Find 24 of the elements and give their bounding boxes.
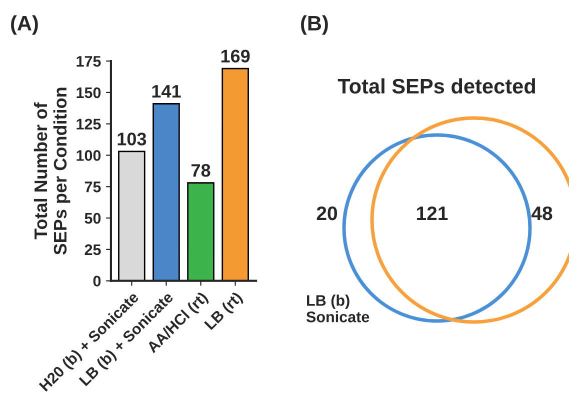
chart-title: (A) bbox=[11, 15, 38, 35]
y-tick-label: 50 bbox=[84, 212, 101, 224]
y-tick-label: 125 bbox=[76, 118, 101, 130]
bar bbox=[222, 68, 249, 281]
text: LB (b) Sonicate bbox=[306, 294, 370, 322]
y-tick-label: 150 bbox=[76, 87, 101, 98]
y-tick-label: 75 bbox=[84, 182, 101, 192]
text: (B) bbox=[301, 15, 328, 35]
bar bbox=[118, 150, 146, 281]
bar bbox=[152, 103, 180, 281]
y-tick-label: 0 bbox=[93, 276, 101, 287]
y-axis-title: Total Number of SEPs per Condition bbox=[34, 88, 70, 255]
data-label: 78 bbox=[192, 164, 210, 177]
text: Total SEPs detected bbox=[338, 78, 536, 94]
data-label: 141 bbox=[152, 85, 181, 98]
data-label: 103 bbox=[118, 132, 146, 146]
y-tick-label: 100 bbox=[76, 150, 101, 161]
y-tick-label: 175 bbox=[76, 56, 101, 67]
data-label: 121 bbox=[417, 206, 448, 220]
data-label: 169 bbox=[221, 50, 250, 63]
data-label: 48 bbox=[531, 206, 552, 220]
y-tick-label: 25 bbox=[84, 244, 101, 256]
bar bbox=[187, 182, 214, 281]
data-label: 20 bbox=[316, 206, 338, 220]
